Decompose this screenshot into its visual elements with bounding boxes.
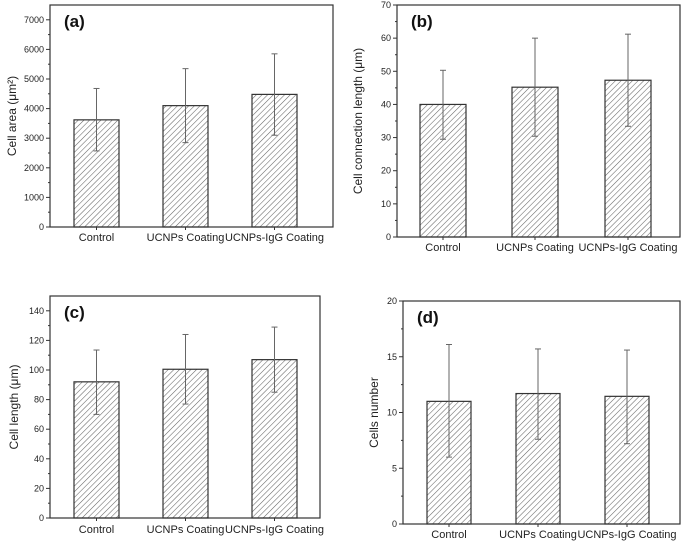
y-tick-label: 60	[381, 33, 391, 43]
y-tick-label: 0	[39, 513, 44, 523]
x-tick-label: UCNPs Coating	[147, 524, 225, 536]
x-tick-label: UCNPs-IgG Coating	[577, 529, 676, 541]
panel-a: Control UCNPs Coating UCNPs-IgG Coating 0 10…	[5, 4, 334, 244]
x-tick-label: Control	[431, 529, 466, 541]
x-tick-label: UCNPs-IgG Coating	[225, 524, 324, 536]
y-tick-label: 30	[381, 133, 391, 143]
y-tick-label: 2000	[24, 163, 44, 173]
y-axis-label: Cell area (μm²)	[5, 76, 19, 156]
y-tick-label: 3000	[24, 133, 44, 143]
x-tick-label: UCNPs Coating	[147, 232, 225, 244]
y-tick-label: 1000	[24, 192, 44, 202]
y-tick-label: 20	[381, 166, 391, 176]
y-tick-label: 140	[29, 306, 44, 316]
y-tick-label: 40	[34, 454, 44, 464]
y-tick-label: 20	[387, 296, 397, 306]
x-tick-label: UCNPs Coating	[499, 529, 577, 541]
y-tick-label: 120	[29, 335, 44, 345]
y-axis-label: Cell length (μm)	[7, 365, 21, 450]
x-tick-label: UCNPs-IgG Coating	[578, 242, 677, 254]
y-tick-label: 15	[387, 352, 397, 362]
plot-frame	[49, 4, 334, 228]
y-tick-label: 100	[29, 365, 44, 375]
y-tick-label: 0	[39, 222, 44, 232]
y-tick-label: 70	[381, 0, 391, 10]
y-tick-label: 0	[392, 519, 397, 529]
y-tick-label: 5	[392, 463, 397, 473]
y-tick-label: 4000	[24, 104, 44, 114]
x-tick-label: Control	[425, 242, 460, 254]
y-axis-label: Cells number	[367, 377, 381, 448]
x-tick-label: Control	[79, 524, 114, 536]
y-tick-label: 6000	[24, 44, 44, 54]
y-tick-label: 50	[381, 66, 391, 76]
y-tick-label: 20	[34, 483, 44, 493]
panel-label: (c)	[64, 303, 85, 322]
y-tick-label: 80	[34, 395, 44, 405]
x-tick-label: UCNPs Coating	[496, 242, 574, 254]
panel-d: Control UCNPs Coating UCNPs-IgG Coating 0 5 1…	[367, 296, 681, 541]
y-tick-label: 40	[381, 99, 391, 109]
y-tick-label: 5000	[24, 74, 44, 84]
x-tick-label: Control	[79, 232, 114, 244]
y-tick-label: 7000	[24, 15, 44, 25]
y-tick-label: 0	[386, 232, 391, 242]
panel-c: Control UCNPs Coating UCNPs-IgG Coating 0 20…	[7, 295, 324, 536]
x-tick-label: UCNPs-IgG Coating	[225, 232, 324, 244]
panel-label: (b)	[411, 12, 433, 31]
y-tick-label: 10	[381, 199, 391, 209]
panel-label: (a)	[64, 12, 85, 31]
panel-label: (d)	[417, 308, 439, 327]
panel-b: Control UCNPs Coating UCNPs-IgG Coating 0 10…	[351, 0, 681, 254]
y-axis-label: Cell connection length (μm)	[351, 48, 365, 194]
y-tick-label: 10	[387, 408, 397, 418]
y-tick-label: 60	[34, 424, 44, 434]
